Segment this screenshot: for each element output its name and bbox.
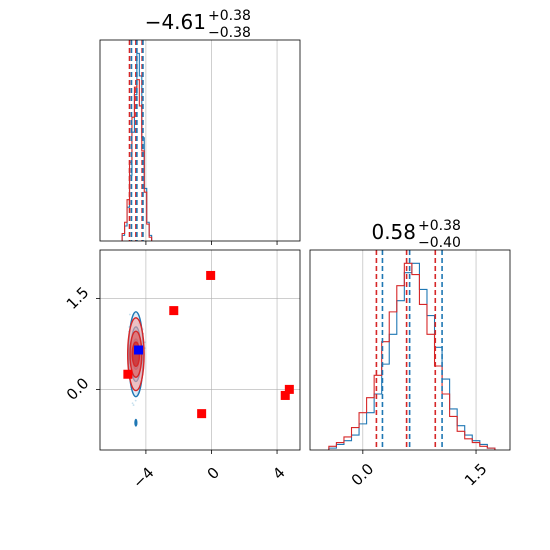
hist-param1-panel: −4.61 +0.38−0.38 <box>99 8 301 245</box>
hist-step-series-1 <box>328 262 496 450</box>
panel-title-upper-error: +0.38 <box>208 8 251 24</box>
panel-title-value: 0.58 <box>371 220 416 244</box>
axes-frame <box>99 39 301 242</box>
marker-point-2 <box>123 369 133 379</box>
hist-param2-panel: 0.58 +0.38−0.40 0.0 1.5 <box>309 218 511 490</box>
truth-marker <box>134 345 144 355</box>
scatter-2d-panel: −4 0 4 0.0 1.5 <box>63 249 301 492</box>
panel-title-lower-error: −0.40 <box>418 235 461 251</box>
marker-point-0 <box>206 270 216 280</box>
axes-frame <box>99 249 301 451</box>
panel-title-value: −4.61 <box>145 10 206 34</box>
sample-dot <box>134 399 137 402</box>
axes-frame <box>309 249 511 451</box>
sample-dot <box>131 402 134 405</box>
panel-title-lower-error: −0.38 <box>208 25 251 41</box>
x-tick-label-2: 4 <box>269 464 288 483</box>
panel-title-upper-error: +0.38 <box>418 218 461 234</box>
sample-dot <box>143 341 146 344</box>
sample-dot <box>132 404 135 406</box>
y-tick-label-1: 1.5 <box>63 283 93 313</box>
marker-point-3 <box>197 409 207 419</box>
marker-point-4 <box>280 390 290 400</box>
x-tick-label-1: 0 <box>204 464 223 483</box>
y-tick-label-0: 0.0 <box>63 374 93 404</box>
sample-dot <box>128 313 131 316</box>
marker-point-5 <box>284 384 294 394</box>
x-tick-label-1: 1.5 <box>461 460 491 490</box>
x-tick-label-0: 0.0 <box>348 460 378 490</box>
sample-outlier <box>134 418 138 427</box>
x-tick-label-0: −4 <box>129 464 157 492</box>
marker-point-1 <box>169 306 179 316</box>
hist-step-series-0 <box>328 262 496 450</box>
